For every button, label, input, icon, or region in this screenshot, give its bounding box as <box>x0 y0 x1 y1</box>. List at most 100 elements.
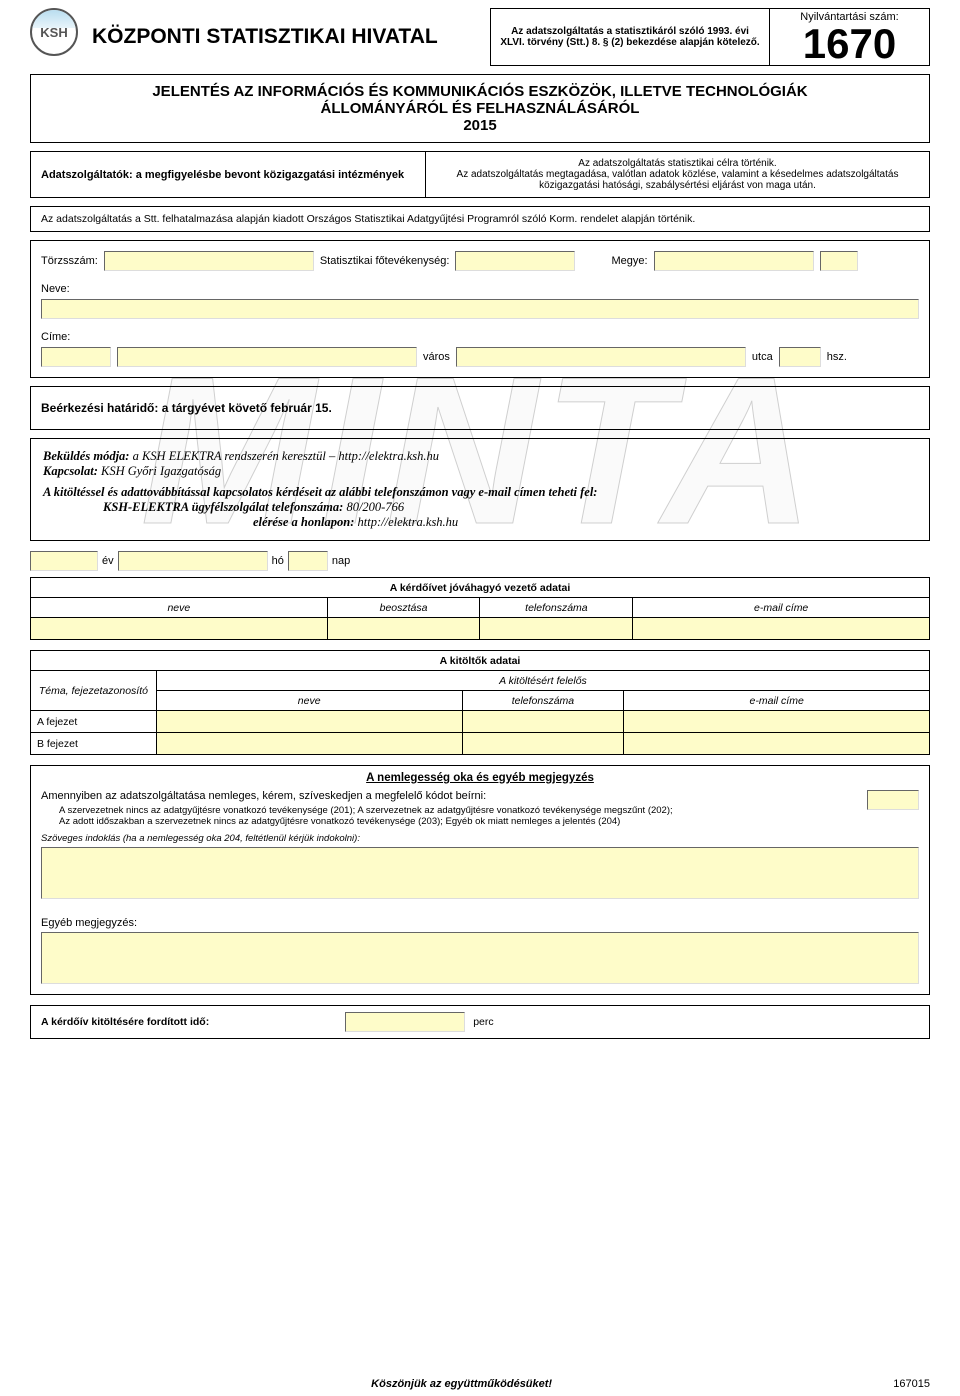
ho-label: hó <box>272 555 284 567</box>
approver-neve-field[interactable] <box>31 618 328 640</box>
title-year: 2015 <box>39 117 921 134</box>
col-neve: neve <box>31 598 328 618</box>
megye-code-field[interactable] <box>820 251 858 271</box>
time-box: A kérdőív kitöltésére fordított idő: per… <box>30 1005 930 1039</box>
filler-table: A kitöltők adatai Téma, fejezetazonosító… <box>30 650 930 755</box>
ev-field[interactable] <box>30 551 98 571</box>
utca-label: utca <box>752 351 773 363</box>
date-row: év hó nap <box>30 551 930 571</box>
approver-table: A kérdőívet jóváhagyó vezető adatai neve… <box>30 577 930 640</box>
tel-line: KSH-ELEKTRA ügyfélszolgálat telefonszáma… <box>43 500 917 515</box>
tel-label2: telefonszáma: <box>272 500 344 514</box>
bekuld-value: a KSH ELEKTRA rendszerén keresztül – htt… <box>133 449 439 463</box>
fcol-neve: neve <box>156 691 462 711</box>
filler-title: A kitöltők adatai <box>31 651 930 671</box>
tel-value: 80/200-766 <box>346 500 404 514</box>
nemlegesseg-box: A nemlegesség oka és egyéb megjegyzés Am… <box>30 765 930 995</box>
cime-label: Címe: <box>41 331 70 343</box>
web-label: elérése a honlapon: <box>253 515 354 529</box>
rowB-label: B fejezet <box>31 733 157 755</box>
header-law-text: Az adatszolgáltatás a statisztikáról szó… <box>490 8 770 66</box>
megye-label: Megye: <box>611 255 647 267</box>
kapcs-value: KSH Győri Igazgatóság <box>101 464 221 478</box>
ho-field[interactable] <box>118 551 268 571</box>
report-title: JELENTÉS AZ INFORMÁCIÓS ÉS KOMMUNIKÁCIÓS… <box>30 74 930 143</box>
nap-label: nap <box>332 555 350 567</box>
approver-beoszt-field[interactable] <box>327 618 480 640</box>
szoveges-label: Szöveges indoklás (ha a nemlegesség oka … <box>41 833 919 844</box>
megye-field[interactable] <box>654 251 814 271</box>
hsz-field[interactable] <box>779 347 821 367</box>
felelos-label: A kitöltésért felelős <box>156 671 929 691</box>
col-email: e-mail címe <box>633 598 930 618</box>
approver-tel-field[interactable] <box>480 618 633 640</box>
purpose-line2: Az adatszolgáltatás megtagadása, valótla… <box>436 169 919 191</box>
neml-codes1: A szervezetnek nincs az adatgyűjtésre vo… <box>41 805 919 816</box>
varos-field[interactable] <box>117 347 417 367</box>
approver-email-field[interactable] <box>633 618 930 640</box>
providers-row: Adatszolgáltatók: a megfigyelésbe bevont… <box>30 151 930 198</box>
ksh-logo: KSH <box>30 8 78 56</box>
perc-label: perc <box>473 1016 493 1028</box>
identity-section: Törzsszám: Statisztikai főtevékenység: M… <box>30 240 930 378</box>
registration-box: Nyilvántartási szám: 1670 <box>770 8 930 66</box>
neml-line1: Amennyiben az adatszolgáltatása nemleges… <box>41 790 486 802</box>
registration-number: 1670 <box>770 23 929 65</box>
utca-field[interactable] <box>456 347 746 367</box>
neml-code-field[interactable] <box>867 790 919 810</box>
org-title: KÖZPONTI STATISZTIKAI HIVATAL <box>92 8 490 66</box>
approver-title: A kérdőívet jóváhagyó vezető adatai <box>31 578 930 598</box>
tema-label: Téma, fejezetazonosító <box>31 671 157 711</box>
col-beoszt: beosztása <box>327 598 480 618</box>
col-tel: telefonszáma <box>480 598 633 618</box>
neve-label: Neve: <box>41 283 70 295</box>
help-line: A kitöltéssel és adattovábbítással kapcs… <box>43 485 917 500</box>
rowA-tel[interactable] <box>462 711 624 733</box>
purpose-line1: Az adatszolgáltatás statisztikai célra t… <box>436 158 919 169</box>
title-line2: ÁLLOMÁNYÁRÓL ÉS FELHASZNÁLÁSÁRÓL <box>39 100 921 117</box>
deadline-box: Beérkezési határidő: a tárgyévet követő … <box>30 386 930 430</box>
title-line1: JELENTÉS AZ INFORMÁCIÓS ÉS KOMMUNIKÁCIÓS… <box>39 83 921 100</box>
rowB-neve[interactable] <box>156 733 462 755</box>
irsz-field[interactable] <box>41 347 111 367</box>
rowB-email[interactable] <box>624 733 930 755</box>
header-row: KSH KÖZPONTI STATISZTIKAI HIVATAL Az ada… <box>30 8 930 66</box>
footer: Köszönjük az együttműködésüket! 167015 <box>30 1374 930 1390</box>
fotev-label: Statisztikai főtevékenység: <box>320 255 450 267</box>
rowA-neve[interactable] <box>156 711 462 733</box>
logo-text: KSH <box>40 25 67 40</box>
auth-box: Az adatszolgáltatás a Stt. felhatalmazás… <box>30 206 930 232</box>
providers-label: Adatszolgáltatók: a megfigyelésbe bevont… <box>30 151 426 198</box>
egyeb-label: Egyéb megjegyzés: <box>41 917 919 929</box>
contact-box: Beküldés módja: a KSH ELEKTRA rendszerén… <box>30 438 930 541</box>
torzsszam-label: Törzsszám: <box>41 255 98 267</box>
rowA-email[interactable] <box>624 711 930 733</box>
tel-label: KSH-ELEKTRA ügyfélszolgálat <box>103 500 269 514</box>
nap-field[interactable] <box>288 551 328 571</box>
footer-code: 167015 <box>893 1378 930 1390</box>
neve-field[interactable] <box>41 299 919 319</box>
fcol-tel: telefonszáma <box>462 691 624 711</box>
footer-thanks: Köszönjük az együttműködésüket! <box>30 1378 893 1390</box>
fcol-email: e-mail címe <box>624 691 930 711</box>
rowA-label: A fejezet <box>31 711 157 733</box>
egyeb-field[interactable] <box>41 932 919 984</box>
neml-title: A nemlegesség oka és egyéb megjegyzés <box>41 772 919 784</box>
kapcs-label: Kapcsolat: <box>43 464 98 478</box>
neml-codes2: Az adott időszakban a szervezetnek nincs… <box>41 816 919 827</box>
rowB-tel[interactable] <box>462 733 624 755</box>
web-line: elérése a honlapon: http://elektra.ksh.h… <box>43 515 917 530</box>
ev-label: év <box>102 555 114 567</box>
web-value: http://elektra.ksh.hu <box>358 515 459 529</box>
time-field[interactable] <box>345 1012 465 1032</box>
time-label: A kérdőív kitöltésére fordított idő: <box>41 1016 209 1028</box>
kapcs-line: Kapcsolat: KSH Győri Igazgatóság <box>43 464 917 479</box>
fotev-field[interactable] <box>455 251 575 271</box>
szoveges-field[interactable] <box>41 847 919 899</box>
bekuld-label: Beküldés módja: <box>43 449 129 463</box>
page: MINTA KSH KÖZPONTI STATISZTIKAI HIVATAL … <box>0 0 960 1396</box>
torzsszam-field[interactable] <box>104 251 314 271</box>
hsz-label: hsz. <box>827 351 847 363</box>
varos-label: város <box>423 351 450 363</box>
bekuld-line: Beküldés módja: a KSH ELEKTRA rendszerén… <box>43 449 917 464</box>
